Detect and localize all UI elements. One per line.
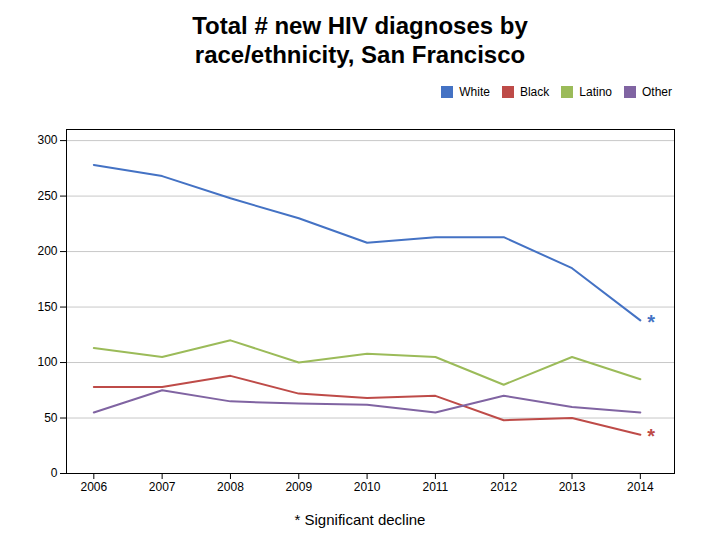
svg-text:*: *	[647, 310, 655, 332]
html-text:Black: Black	[519, 85, 550, 100]
html-text:White: White	[459, 85, 490, 100]
svg-text:2012: 2012	[490, 480, 517, 494]
svg-text:2007: 2007	[149, 480, 176, 494]
html-text:* Significant decline: * Significant decline	[294, 510, 426, 528]
html-text:race/ethnicity, San Francisco: race/ethnicity, San Francisco	[194, 40, 526, 68]
svg-text:2010: 2010	[354, 480, 381, 494]
svg-text:2006: 2006	[80, 480, 107, 494]
svg-text:100: 100	[37, 355, 57, 369]
svg-text:200: 200	[37, 244, 57, 258]
svg-text:2008: 2008	[217, 480, 244, 494]
svg-text:2009: 2009	[285, 480, 312, 494]
svg-text:2013: 2013	[559, 480, 586, 494]
svg-text:300: 300	[37, 133, 57, 147]
svg-text:0: 0	[51, 466, 58, 480]
html-text:Latino: Latino	[579, 85, 612, 100]
svg-text:2014: 2014	[627, 480, 654, 494]
svg-text:50: 50	[44, 410, 58, 424]
svg-text:250: 250	[37, 189, 57, 203]
html-text:Total # new HIV diagnoses by: Total # new HIV diagnoses by	[192, 12, 528, 39]
svg-text:*: *	[647, 425, 655, 447]
html-text:Other: Other	[642, 85, 672, 100]
svg-text:2011: 2011	[422, 480, 448, 494]
svg-text:150: 150	[37, 299, 57, 313]
